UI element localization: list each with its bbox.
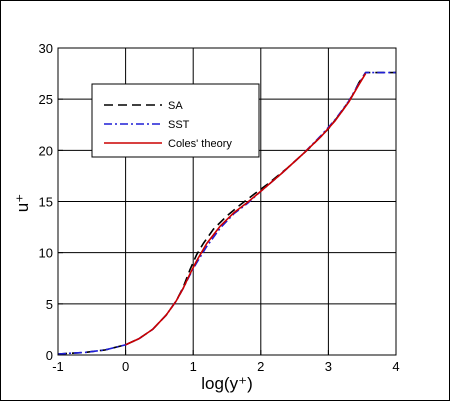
y-axis-title: u⁺ bbox=[13, 194, 32, 212]
y-tick-label: 15 bbox=[39, 195, 53, 210]
legend-entry: SST bbox=[168, 119, 190, 131]
x-tick-label: 2 bbox=[257, 359, 264, 374]
x-axis-title: log(y⁺) bbox=[201, 374, 252, 393]
legend: SA SST Coles' theory bbox=[91, 83, 260, 158]
y-tick-label: 25 bbox=[39, 92, 53, 107]
y-tick-label: 10 bbox=[39, 246, 53, 261]
x-tick-label: 1 bbox=[190, 359, 197, 374]
y-tick-label: 30 bbox=[39, 41, 53, 56]
x-tick-label: 0 bbox=[122, 359, 129, 374]
legend-entry: Coles' theory bbox=[168, 138, 232, 150]
x-axis-ticks: -1 0 1 2 3 4 bbox=[52, 350, 400, 374]
series-line bbox=[125, 73, 367, 346]
legend-entry: SA bbox=[168, 100, 183, 112]
legend-box bbox=[91, 83, 260, 158]
y-tick-label: 5 bbox=[46, 297, 53, 312]
y-tick-label: 0 bbox=[46, 348, 53, 363]
x-tick-label: 3 bbox=[325, 359, 332, 374]
y-axis-ticks: 0 5 10 15 20 25 30 bbox=[39, 41, 63, 363]
series-layer bbox=[58, 71, 396, 355]
y-tick-label: 20 bbox=[39, 143, 53, 158]
x-tick-label: -1 bbox=[52, 359, 64, 374]
x-tick-label: 4 bbox=[392, 359, 399, 374]
